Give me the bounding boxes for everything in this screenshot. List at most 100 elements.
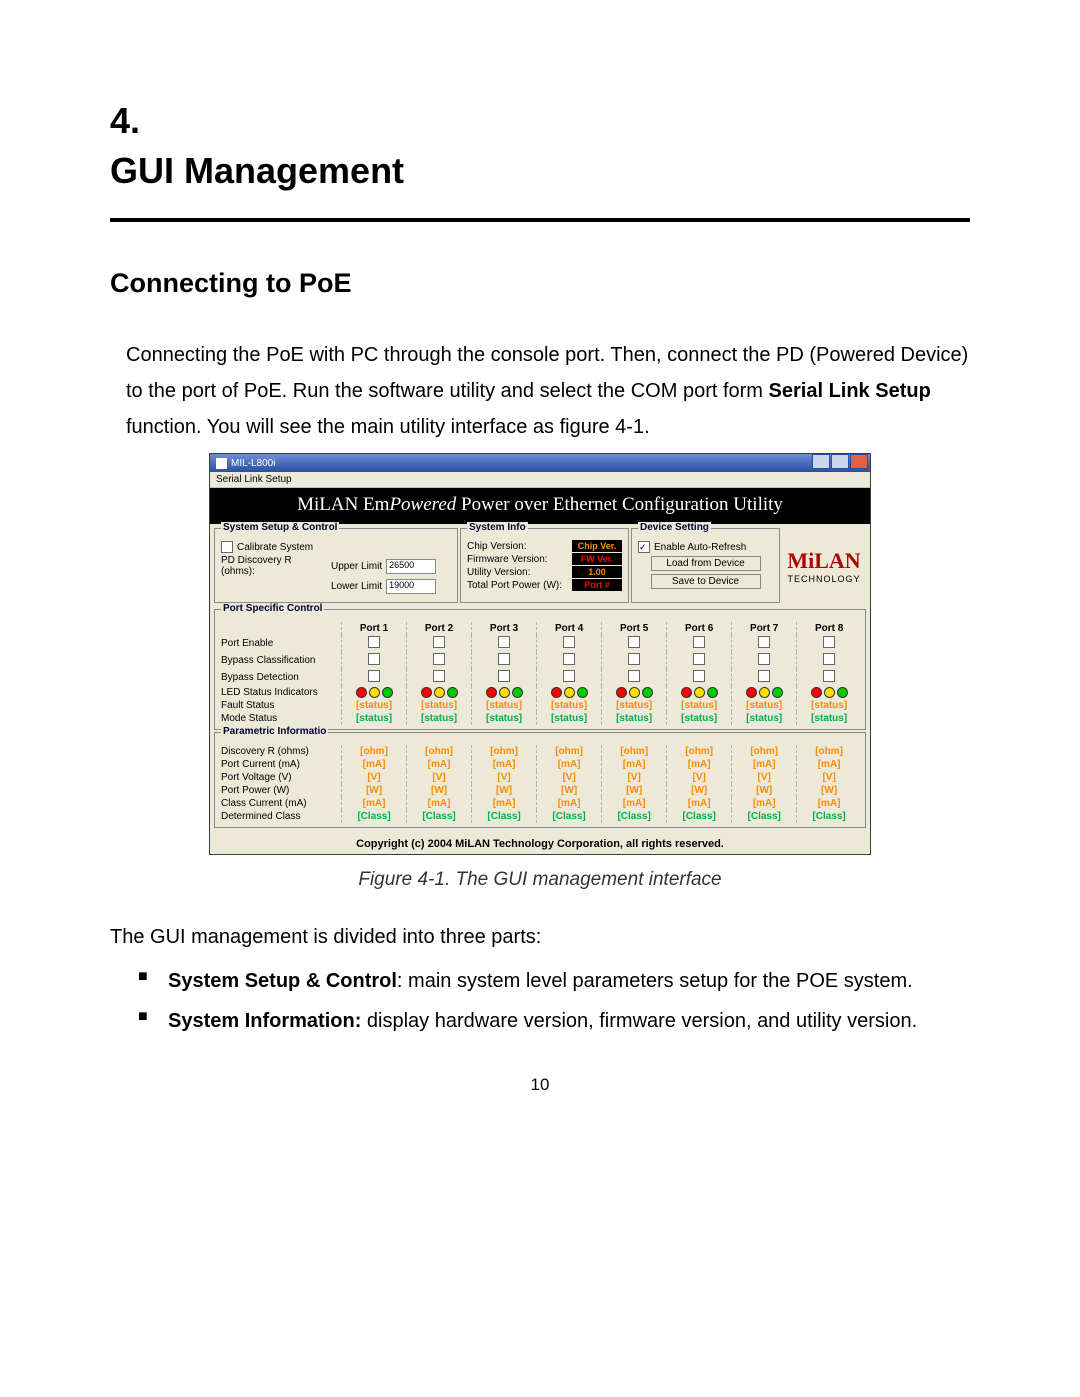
led-icon	[499, 687, 510, 698]
util-version-value: 1.00	[572, 566, 622, 578]
calibrate-checkbox[interactable]	[221, 541, 233, 553]
port-checkbox[interactable]	[628, 670, 640, 682]
menu-bar: Serial Link Setup	[210, 472, 870, 488]
maximize-button[interactable]	[831, 454, 849, 469]
device-setting-group: Device Setting Enable Auto-Refresh Load …	[631, 528, 780, 603]
port-checkbox[interactable]	[433, 636, 445, 648]
parametric-table: Discovery R (ohms)[ohm][ohm][ohm][ohm][o…	[219, 745, 861, 823]
port-checkbox[interactable]	[693, 636, 705, 648]
bullet-1: System Setup & Control: main system leve…	[138, 963, 970, 999]
intro-text-c: function. You will see the main utility …	[126, 416, 650, 438]
window-titlebar: MIL-L800i	[210, 454, 870, 472]
parametric-group: Parametric Informatio Discovery R (ohms)…	[214, 732, 866, 828]
banner-text-c: Power over Ethernet Configuration Utilit…	[456, 494, 783, 515]
port-checkbox[interactable]	[823, 670, 835, 682]
led-icon	[837, 687, 848, 698]
led-icon	[824, 687, 835, 698]
led-icon	[694, 687, 705, 698]
bullet-1-bold: System Setup & Control	[168, 970, 397, 992]
port-checkbox[interactable]	[823, 636, 835, 648]
port-checkbox[interactable]	[498, 670, 510, 682]
system-info-legend: System Info	[467, 522, 528, 533]
led-icon	[421, 687, 432, 698]
port-checkbox[interactable]	[693, 670, 705, 682]
led-icon	[434, 687, 445, 698]
minimize-button[interactable]	[812, 454, 830, 469]
util-version-label: Utility Version:	[467, 567, 530, 578]
logo-area: MiLAN TECHNOLOGY	[782, 528, 866, 603]
led-icon	[811, 687, 822, 698]
intro-text-b: Serial Link Setup	[769, 380, 931, 402]
auto-refresh-checkbox[interactable]	[638, 541, 650, 553]
chip-version-label: Chip Version:	[467, 541, 526, 552]
system-setup-legend: System Setup & Control	[221, 522, 339, 533]
led-icon	[512, 687, 523, 698]
copyright: Copyright (c) 2004 MiLAN Technology Corp…	[210, 834, 870, 854]
led-icon	[642, 687, 653, 698]
bullet-1-text: : main system level parameters setup for…	[397, 970, 913, 992]
fw-version-label: Firmware Version:	[467, 554, 548, 565]
banner: MiLAN EmPowered Power over Ethernet Conf…	[210, 488, 870, 524]
port-checkbox[interactable]	[693, 653, 705, 665]
after-figure-text: The GUI management is divided into three…	[110, 919, 970, 955]
lower-limit-input[interactable]: 19000	[386, 579, 436, 594]
led-icon	[382, 687, 393, 698]
port-checkbox[interactable]	[498, 636, 510, 648]
led-icon	[447, 687, 458, 698]
save-to-device-button[interactable]: Save to Device	[651, 574, 761, 589]
port-checkbox[interactable]	[758, 636, 770, 648]
led-icon	[577, 687, 588, 698]
port-checkbox[interactable]	[628, 636, 640, 648]
port-checkbox[interactable]	[563, 636, 575, 648]
section-title: Connecting to PoE	[110, 268, 970, 299]
port-checkbox[interactable]	[563, 670, 575, 682]
brand-sub: TECHNOLOGY	[787, 574, 860, 584]
led-icon	[681, 687, 692, 698]
divider	[110, 218, 970, 222]
led-icon	[369, 687, 380, 698]
led-icon	[629, 687, 640, 698]
bullet-2-text: display hardware version, firmware versi…	[361, 1010, 917, 1032]
close-button[interactable]	[850, 454, 868, 469]
port-specific-group: Port Specific Control Port 1Port 2Port 3…	[214, 609, 866, 730]
banner-text-a: MiLAN Em	[297, 494, 389, 515]
calibrate-label: Calibrate System	[237, 542, 313, 553]
pd-discovery-label: PD Discovery R (ohms):	[221, 555, 327, 577]
led-icon	[759, 687, 770, 698]
led-icon	[486, 687, 497, 698]
port-checkbox[interactable]	[368, 653, 380, 665]
window-controls	[811, 454, 868, 472]
auto-refresh-label: Enable Auto-Refresh	[654, 542, 746, 553]
port-checkbox[interactable]	[368, 670, 380, 682]
chapter-number: 4.	[110, 100, 970, 142]
port-checkbox[interactable]	[823, 653, 835, 665]
led-icon	[551, 687, 562, 698]
load-from-device-button[interactable]: Load from Device	[651, 556, 761, 571]
system-info-group: System Info Chip Version:Chip Ver. Firmw…	[460, 528, 629, 603]
banner-text-b: Powered	[389, 494, 456, 515]
brand-logo: MiLAN	[787, 548, 860, 574]
port-checkbox[interactable]	[758, 670, 770, 682]
port-checkbox[interactable]	[433, 670, 445, 682]
bullet-2: System Information: display hardware ver…	[138, 1003, 970, 1039]
device-setting-legend: Device Setting	[638, 522, 711, 533]
system-setup-group: System Setup & Control Calibrate System …	[214, 528, 458, 603]
window-title: MIL-L800i	[231, 458, 811, 469]
port-specific-legend: Port Specific Control	[221, 603, 324, 614]
chip-version-value: Chip Ver.	[572, 540, 622, 552]
port-checkbox[interactable]	[758, 653, 770, 665]
upper-limit-input[interactable]: 26500	[386, 559, 436, 574]
upper-limit-label: Upper Limit	[331, 561, 382, 572]
port-checkbox[interactable]	[433, 653, 445, 665]
port-checkbox[interactable]	[563, 653, 575, 665]
menu-serial-link-setup[interactable]: Serial Link Setup	[216, 474, 292, 485]
led-icon	[707, 687, 718, 698]
bullet-2-bold: System Information:	[168, 1010, 361, 1032]
fw-version-value: FW Ver.	[572, 553, 622, 565]
port-checkbox[interactable]	[368, 636, 380, 648]
led-icon	[564, 687, 575, 698]
chapter-title: GUI Management	[110, 150, 970, 192]
port-checkbox[interactable]	[628, 653, 640, 665]
port-checkbox[interactable]	[498, 653, 510, 665]
intro-paragraph: Connecting the PoE with PC through the c…	[126, 337, 970, 445]
